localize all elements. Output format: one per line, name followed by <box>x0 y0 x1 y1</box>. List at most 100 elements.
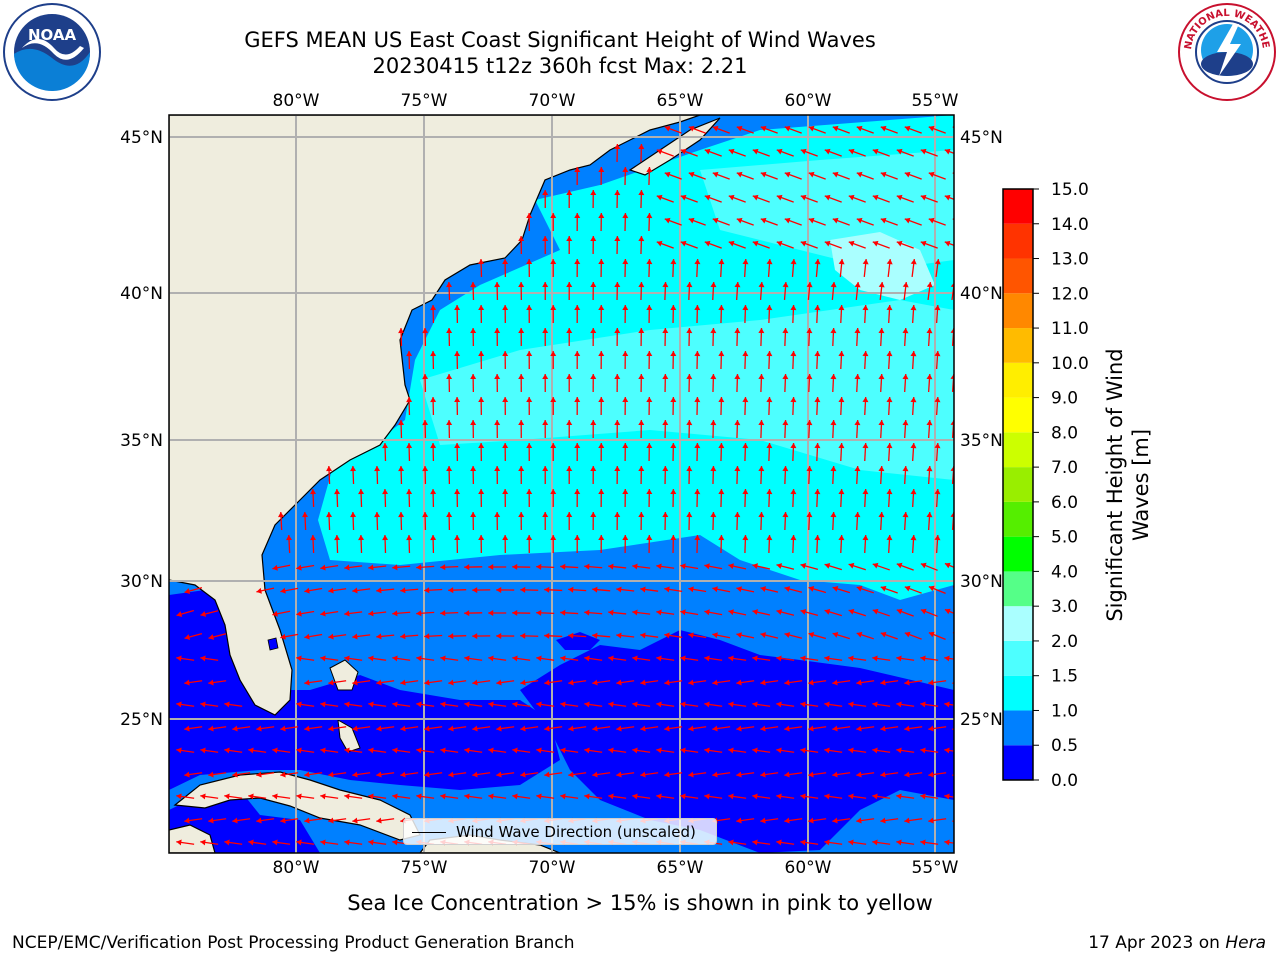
wave-arrowhead <box>566 374 573 380</box>
wave-arrowhead <box>832 217 839 224</box>
wave-arrowhead <box>656 563 662 570</box>
wave-arrowhead <box>614 236 621 242</box>
wave-arrowhead <box>550 213 557 219</box>
wave-arrowhead <box>232 817 238 824</box>
wave-arrowhead <box>662 466 669 472</box>
wave-arrowhead <box>614 374 621 380</box>
wave-arrowhead <box>176 655 182 662</box>
wave-arrowhead <box>926 282 933 288</box>
map-legend: Wind Wave Direction (unscaled) <box>403 818 717 845</box>
wave-arrowhead <box>656 747 662 754</box>
wave-arrowhead <box>416 793 422 800</box>
wave-arrowhead <box>590 512 597 518</box>
wave-arrowhead <box>950 282 954 288</box>
wave-arrowhead <box>646 351 653 357</box>
wave-arrowhead <box>760 171 767 178</box>
wave-arrowhead <box>848 608 855 615</box>
wave-arrowhead <box>488 747 494 754</box>
wave-arrowhead <box>838 397 845 403</box>
wave-arrowhead <box>662 374 669 380</box>
wave-arrowhead <box>502 305 509 311</box>
wave-arrowhead <box>368 655 374 662</box>
wave-arrowhead <box>704 701 710 708</box>
graticule <box>169 115 954 853</box>
wave-arrowhead <box>424 587 430 594</box>
wave-arrowhead <box>856 679 862 686</box>
wave-arrowhead <box>638 236 645 242</box>
wave-arrowhead <box>784 679 790 686</box>
wave-arrowhead <box>566 420 573 426</box>
wave-arrowhead <box>518 512 525 518</box>
wave-arrowhead <box>806 374 813 380</box>
wave-arrowhead <box>718 489 725 495</box>
wave-arrowhead <box>902 374 909 380</box>
wave-arrowhead <box>758 466 765 472</box>
wave-arrowhead <box>854 282 861 288</box>
wave-arrowhead <box>736 817 742 824</box>
wave-arrowhead <box>416 655 422 662</box>
lon-label-top: 80°W <box>273 91 320 111</box>
wave-arrowhead <box>560 793 566 800</box>
wave-arrowhead <box>758 282 765 288</box>
wave-arrowhead <box>544 632 550 639</box>
wave-arrowhead <box>928 817 934 824</box>
wave-arrowhead <box>280 633 286 640</box>
wave-arrowhead <box>310 535 317 541</box>
wave-arrowhead <box>512 563 518 570</box>
wave-arrowhead <box>736 725 742 732</box>
colorbar-tick-label: 6.0 <box>1051 493 1078 513</box>
wave-arrowhead <box>830 420 837 426</box>
wave-arrowhead <box>904 771 910 778</box>
wave-arrowhead <box>656 194 663 201</box>
wave-arrowhead <box>608 655 614 662</box>
wave-arrowhead <box>742 397 749 403</box>
wave-arrowhead <box>376 679 382 686</box>
wave-arrowhead <box>614 512 621 518</box>
wave-arrowhead <box>398 466 405 472</box>
wave-arrowhead <box>376 633 382 640</box>
wave-arrowhead <box>712 586 718 593</box>
wave-arrowhead <box>790 305 797 311</box>
wave-arrowhead <box>766 443 773 449</box>
wave-arrowhead <box>784 632 791 638</box>
wave-arrowhead <box>430 535 437 541</box>
wave-arrowhead <box>910 259 917 265</box>
wave-arrowhead <box>680 655 686 662</box>
wave-arrowhead <box>824 194 831 201</box>
wave-arrowhead <box>838 305 845 311</box>
wave-arrowhead <box>752 793 758 800</box>
wave-arrowhead <box>448 633 454 640</box>
sea-ice-note: Sea Ice Concentration > 15% is shown in … <box>347 891 933 915</box>
wave-arrowhead <box>424 633 430 640</box>
wave-arrowhead <box>440 610 446 617</box>
noaa-logo-text: NOAA <box>28 26 77 44</box>
wave-arrowhead <box>832 125 839 132</box>
wave-arrowhead <box>446 282 453 288</box>
lon-label-top: 60°W <box>785 91 832 111</box>
colorbar-swatch <box>1003 293 1033 329</box>
wave-arrowhead <box>854 328 861 334</box>
colorbar-tick-label: 15.0 <box>1051 180 1089 200</box>
wave-arrowhead <box>374 466 381 472</box>
colorbar-tick-label: 3.0 <box>1051 597 1078 617</box>
wave-arrowhead <box>872 240 879 247</box>
wave-arrowhead <box>544 725 550 732</box>
wave-arrowhead <box>910 351 917 357</box>
wave-band-0-0 <box>520 630 954 853</box>
wave-arrowhead <box>959 259 965 264</box>
wave-arrowhead <box>856 171 863 178</box>
wave-arrowhead <box>272 793 278 800</box>
wave-arrowhead <box>368 747 374 754</box>
wave-arrowhead <box>880 817 886 824</box>
colorbar-swatch <box>1003 606 1033 641</box>
colorbar-swatch <box>1003 640 1033 676</box>
wave-arrowhead <box>550 305 557 311</box>
wave-arrowhead <box>766 351 773 357</box>
wave-arrowhead <box>520 725 526 732</box>
wave-arrowhead <box>710 282 717 288</box>
wave-arrowhead <box>880 217 887 224</box>
wave-arrowhead <box>902 328 909 334</box>
wave-arrowhead <box>808 586 815 592</box>
wave-arrowhead <box>416 747 422 754</box>
wave-arrowhead <box>680 194 687 201</box>
